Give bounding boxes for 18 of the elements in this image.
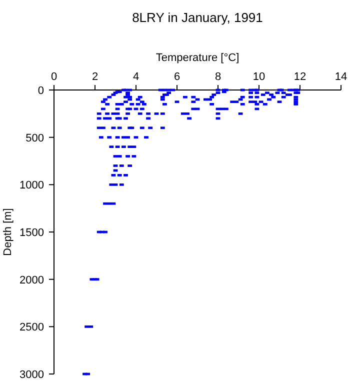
chart-title: 8LRY in January, 1991 bbox=[132, 10, 263, 25]
x-tick-label: 6 bbox=[174, 71, 180, 83]
x-tick-label: 4 bbox=[132, 71, 140, 83]
x-tick-label: 14 bbox=[334, 71, 348, 83]
y-tick-label: 2500 bbox=[20, 322, 44, 334]
y-tick-label: 500 bbox=[26, 132, 44, 144]
x-tick-label: 10 bbox=[252, 71, 266, 83]
x-tick-label: 8 bbox=[214, 71, 222, 83]
x-axis-title: Temperature [°C] bbox=[156, 52, 240, 64]
x-tick-label: 12 bbox=[294, 71, 306, 83]
y-tick-label: 0 bbox=[38, 85, 44, 97]
y-axis-title: Depth [m] bbox=[2, 208, 14, 256]
y-tick-label: 1500 bbox=[20, 227, 44, 239]
x-tick-label: 2 bbox=[92, 71, 98, 83]
y-tick-label: 1000 bbox=[20, 180, 44, 192]
x-tick-label: 0 bbox=[50, 71, 58, 83]
y-tick-label: 2000 bbox=[20, 274, 44, 286]
y-tick-label: 3000 bbox=[20, 369, 44, 381]
